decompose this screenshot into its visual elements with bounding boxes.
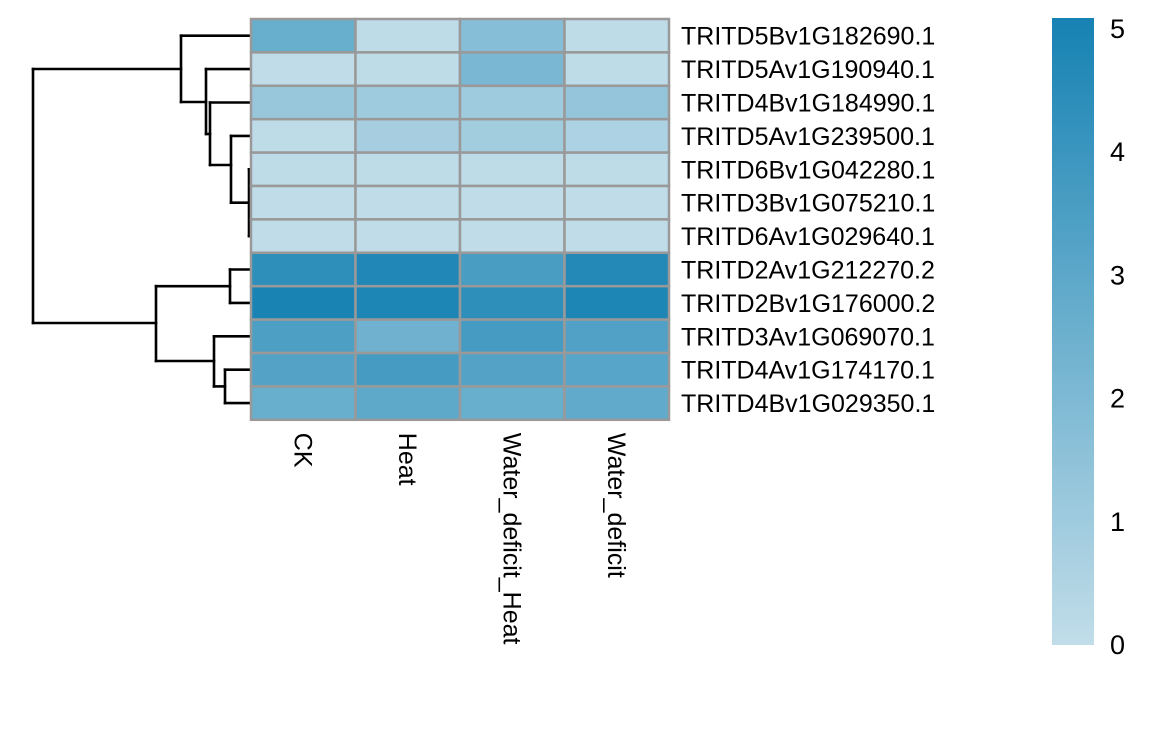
heatmap-cell <box>354 351 462 388</box>
row-dendrogram <box>31 34 253 405</box>
row-label: TRITD2Av1G212270.2 <box>681 257 935 285</box>
row-label: TRITD4Bv1G029350.1 <box>681 390 935 418</box>
heatmap-cell <box>458 251 566 288</box>
heatmap-cell <box>563 151 671 188</box>
heatmap-cell <box>563 17 671 54</box>
row-label: TRITD2Bv1G176000.2 <box>681 290 935 318</box>
column-label: Water_deficit <box>602 433 630 578</box>
legend-tick-label: 2 <box>1110 384 1125 414</box>
row-label: TRITD6Bv1G042280.1 <box>681 156 935 184</box>
heatmap-cell <box>249 351 357 388</box>
heatmap-cell <box>354 251 462 288</box>
heatmap-cell <box>563 318 671 355</box>
heatmap-cell <box>354 318 462 355</box>
heatmap-cell <box>249 284 357 321</box>
legend-tick-label: 5 <box>1110 14 1125 44</box>
heatmap-cell <box>458 51 566 88</box>
heatmap-cell <box>354 17 462 54</box>
legend-tick-label: 3 <box>1110 260 1125 290</box>
heatmap-cell <box>249 151 357 188</box>
legend-tick-label: 0 <box>1110 630 1125 660</box>
column-label: CK <box>288 433 316 468</box>
heatmap-cell <box>563 385 671 422</box>
heatmap-cell <box>563 284 671 321</box>
heatmap-cell <box>249 385 357 422</box>
heatmap-cell <box>249 218 357 255</box>
heatmap-cell <box>249 51 357 88</box>
column-labels: CK Heat Water_deficit_Heat Water_deficit <box>288 433 630 645</box>
heatmap-cell <box>249 84 357 121</box>
heatmap-cell <box>354 184 462 221</box>
legend-color-bar <box>1052 18 1094 645</box>
heatmap-cell <box>458 351 566 388</box>
heatmap-cell <box>458 318 566 355</box>
row-labels: TRITD5Bv1G182690.1 TRITD5Av1G190940.1 TRIT… <box>681 23 935 418</box>
heatmap-cell <box>354 284 462 321</box>
heatmap-cell <box>354 385 462 422</box>
legend-tick-label: 1 <box>1110 507 1125 537</box>
heatmap-cell <box>249 17 357 54</box>
row-label: TRITD5Av1G190940.1 <box>681 56 935 84</box>
heatmap-cell <box>458 218 566 255</box>
heatmap-cell <box>458 284 566 321</box>
heatmap-cell <box>354 84 462 121</box>
row-label: TRITD5Bv1G182690.1 <box>681 23 935 51</box>
heatmap-cell <box>563 351 671 388</box>
heatmap-cell <box>563 84 671 121</box>
heatmap-cell <box>458 151 566 188</box>
row-label: TRITD4Bv1G184990.1 <box>681 90 935 118</box>
row-label: TRITD4Av1G174170.1 <box>681 357 935 385</box>
heatmap-cell <box>354 151 462 188</box>
row-label: TRITD5Av1G239500.1 <box>681 123 935 151</box>
heatmap-cell <box>563 117 671 154</box>
heatmap-cell <box>458 17 566 54</box>
heatmap-cell <box>249 184 357 221</box>
heatmap-cell <box>458 184 566 221</box>
heatmap-cell <box>249 117 357 154</box>
heatmap-cells <box>249 17 671 422</box>
heatmap-cell <box>354 218 462 255</box>
row-label: TRITD3Av1G069070.1 <box>681 323 935 351</box>
row-label: TRITD3Bv1G075210.1 <box>681 190 935 218</box>
legend-tick-label: 4 <box>1110 137 1125 167</box>
heatmap-cell <box>354 51 462 88</box>
heatmap-cell <box>458 84 566 121</box>
heatmap-cell <box>249 251 357 288</box>
heatmap-cell <box>563 184 671 221</box>
column-label: Water_deficit_Heat <box>497 433 525 645</box>
row-label: TRITD6Av1G029640.1 <box>681 223 935 251</box>
heatmap-cell <box>563 51 671 88</box>
heatmap-cell <box>249 318 357 355</box>
heatmap-cell <box>354 117 462 154</box>
heatmap-cell <box>458 385 566 422</box>
color-legend: 0 1 2 3 4 5 <box>1052 14 1125 660</box>
heatmap-cell <box>458 117 566 154</box>
heatmap-cell <box>563 251 671 288</box>
column-label: Heat <box>393 433 421 486</box>
heatmap-cell <box>563 218 671 255</box>
